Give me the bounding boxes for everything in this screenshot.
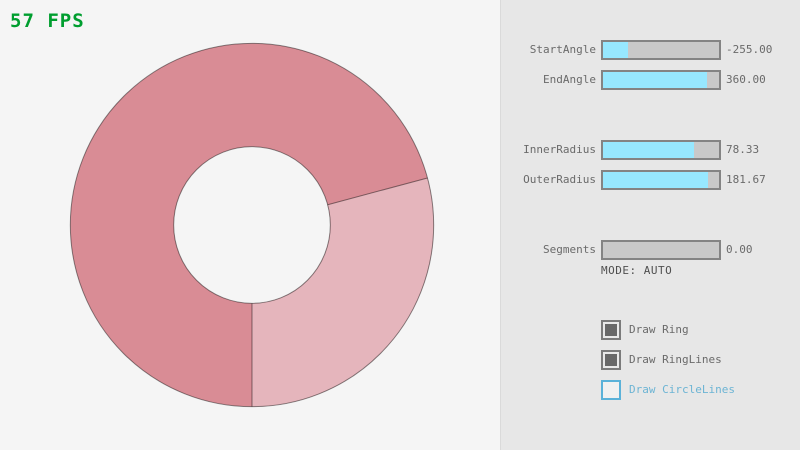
slider-row-outerradius: OuterRadius 181.67: [501, 170, 800, 190]
slider-row-startangle: StartAngle -255.00: [501, 40, 800, 60]
check-mark-icon: [605, 354, 617, 366]
fps-counter: 57 FPS: [10, 10, 85, 32]
check-mark-icon: [605, 324, 617, 336]
innerradius-value: 78.33: [726, 143, 760, 156]
ring-chart: [69, 42, 435, 408]
ring-outline-outer: [69, 42, 435, 408]
segments-slider[interactable]: [601, 240, 721, 260]
segments-value: 0.00: [726, 243, 753, 256]
outerradius-label: OuterRadius: [523, 173, 596, 186]
innerradius-label: InnerRadius: [523, 143, 596, 156]
endangle-label: EndAngle: [543, 73, 596, 86]
outerradius-slider-fill: [603, 172, 709, 188]
draw-ringlines-checkbox[interactable]: [601, 350, 621, 370]
slider-row-endangle: EndAngle 360.00: [501, 70, 800, 90]
outerradius-slider[interactable]: [601, 170, 721, 190]
startangle-slider[interactable]: [601, 40, 721, 60]
startangle-slider-fill: [603, 42, 629, 58]
draw-ring-label: Draw Ring: [629, 323, 689, 336]
startangle-label: StartAngle: [529, 43, 596, 56]
checkbox-row-draw-ringlines: Draw RingLines: [601, 350, 800, 370]
control-panel: StartAngle -255.00 EndAngle 360.00 Inner…: [500, 0, 800, 450]
ring-sector-light-region: [252, 177, 434, 407]
innerradius-slider-fill: [603, 142, 694, 158]
slider-row-segments: Segments 0.00: [501, 240, 800, 260]
mode-label: MODE: AUTO: [601, 264, 673, 277]
innerradius-slider[interactable]: [601, 140, 721, 160]
ring-edge-line-upper-right: [327, 177, 428, 206]
checkbox-row-draw-ring: Draw Ring: [601, 320, 800, 340]
endangle-slider[interactable]: [601, 70, 721, 90]
draw-circlelines-checkbox[interactable]: [601, 380, 621, 400]
endangle-value: 360.00: [726, 73, 766, 86]
draw-ring-checkbox[interactable]: [601, 320, 621, 340]
checkbox-row-draw-circlelines: Draw CircleLines: [601, 380, 800, 400]
endangle-slider-fill: [603, 72, 708, 88]
draw-ringlines-label: Draw RingLines: [629, 353, 722, 366]
draw-circlelines-label: Draw CircleLines: [629, 383, 735, 396]
startangle-value: -255.00: [726, 43, 773, 56]
ring-outline-inner: [173, 146, 331, 304]
slider-row-innerradius: InnerRadius 78.33: [501, 140, 800, 160]
outerradius-value: 181.67: [726, 173, 766, 186]
segments-label: Segments: [543, 243, 596, 256]
